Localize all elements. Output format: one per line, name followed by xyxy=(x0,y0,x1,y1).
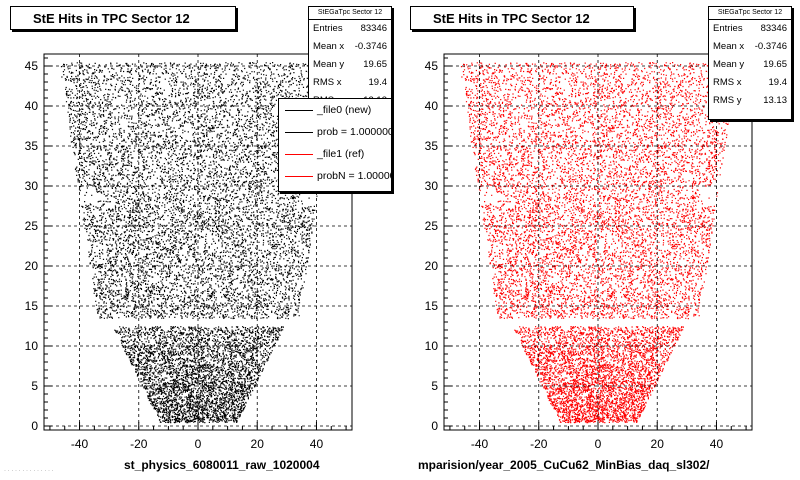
left-stats-title: StEGaTpc Sector 12 xyxy=(309,7,391,20)
left-scatter-points xyxy=(60,62,338,424)
left-ytick-label-1: 5 xyxy=(31,379,38,393)
left-xtick-label-1: -20 xyxy=(130,437,148,451)
left-scatter-plot: -40 -20 0 20 40 0 5 10 15 20 25 30 35 40 45 xyxy=(25,53,353,451)
right-ytick-label-9: 45 xyxy=(425,59,439,73)
left-xtick-label-4: 40 xyxy=(310,437,324,451)
legend-line-file0 xyxy=(285,110,313,111)
right-xtick-label-4: 40 xyxy=(710,437,724,451)
legend-entry-prob: prob = 1.000000 xyxy=(279,121,391,143)
right-scatter-points xyxy=(460,62,737,424)
legend-line-probn xyxy=(285,176,313,177)
right-xtick-label-0: -40 xyxy=(471,437,489,451)
legend-entry-file0: _file0 (new) xyxy=(279,99,391,121)
left-ytick-label-3: 15 xyxy=(25,299,39,313)
left-panel-title-text: StE Hits in TPC Sector 12 xyxy=(33,11,190,26)
right-ytick-label-4: 20 xyxy=(425,259,439,273)
right-ytick-label-3: 15 xyxy=(425,299,439,313)
right-ytick-label-7: 35 xyxy=(425,139,439,153)
left-stat-rms-x: RMS x 19.4 xyxy=(313,77,387,88)
right-stat-rms-y: RMS y 13.13 xyxy=(713,95,787,106)
left-ytick-label-7: 35 xyxy=(25,139,39,153)
left-ytick-label-2: 10 xyxy=(25,339,39,353)
right-ytick-label-0: 0 xyxy=(431,419,438,433)
right-stat-entries: Entries 83346 xyxy=(713,23,787,34)
right-panel-title: StE Hits in TPC Sector 12 xyxy=(410,6,634,30)
right-points-path xyxy=(460,62,737,424)
right-stat-mean-x: Mean x -0.3746 xyxy=(713,41,787,52)
legend-entry-probn: probN = 1.000000 xyxy=(279,165,391,187)
right-ytick-label-1: 5 xyxy=(431,379,438,393)
left-corner-smudge: · · · · · · · · · · · · · · xyxy=(4,468,54,474)
left-xtick-label-3: 20 xyxy=(251,437,265,451)
right-ytick-label-8: 40 xyxy=(425,99,439,113)
legend-line-file1 xyxy=(285,154,313,155)
left-ytick-label-6: 30 xyxy=(25,179,39,193)
right-stats-box: StEGaTpc Sector 12 Entries 83346 Mean x -0… xyxy=(708,6,792,120)
right-stat-mean-y: Mean y 19.65 xyxy=(713,59,787,70)
right-xtick-label-1: -20 xyxy=(530,437,548,451)
right-stat-rms-x: RMS x 19.4 xyxy=(713,77,787,88)
right-xaxis-run-label: mparision/year_2005_CuCu62_MinBias_daq_s… xyxy=(418,458,710,472)
right-ytick-label-5: 25 xyxy=(425,219,439,233)
left-ytick-label-9: 45 xyxy=(25,59,39,73)
right-ytick-label-6: 30 xyxy=(425,179,439,193)
legend-line-prob xyxy=(285,132,313,133)
left-xaxis-run-label: st_physics_6080011_raw_1020004 xyxy=(124,458,320,472)
right-xtick-label-2: 0 xyxy=(595,437,602,451)
legend-entry-file1: _file1 (ref) xyxy=(279,143,391,165)
left-ytick-label-8: 40 xyxy=(25,99,39,113)
left-panel-title: StE Hits in TPC Sector 12 xyxy=(10,6,236,30)
legend-box: _file0 (new) prob = 1.000000 _file1 (ref… xyxy=(278,98,392,192)
left-stat-mean-y: Mean y 19.65 xyxy=(313,59,387,70)
right-panel-title-text: StE Hits in TPC Sector 12 xyxy=(433,11,590,26)
left-xtick-label-0: -40 xyxy=(71,437,89,451)
right-stats-title: StEGaTpc Sector 12 xyxy=(709,7,791,20)
right-xtick-label-3: 20 xyxy=(651,437,665,451)
left-stat-mean-x: Mean x -0.3746 xyxy=(313,41,387,52)
left-ytick-label-4: 20 xyxy=(25,259,39,273)
left-ytick-label-0: 0 xyxy=(31,419,38,433)
left-points-path xyxy=(60,62,338,424)
left-ytick-label-5: 25 xyxy=(25,219,39,233)
right-ytick-label-2: 10 xyxy=(425,339,439,353)
left-xtick-label-2: 0 xyxy=(195,437,202,451)
left-stat-entries: Entries 83346 xyxy=(313,23,387,34)
